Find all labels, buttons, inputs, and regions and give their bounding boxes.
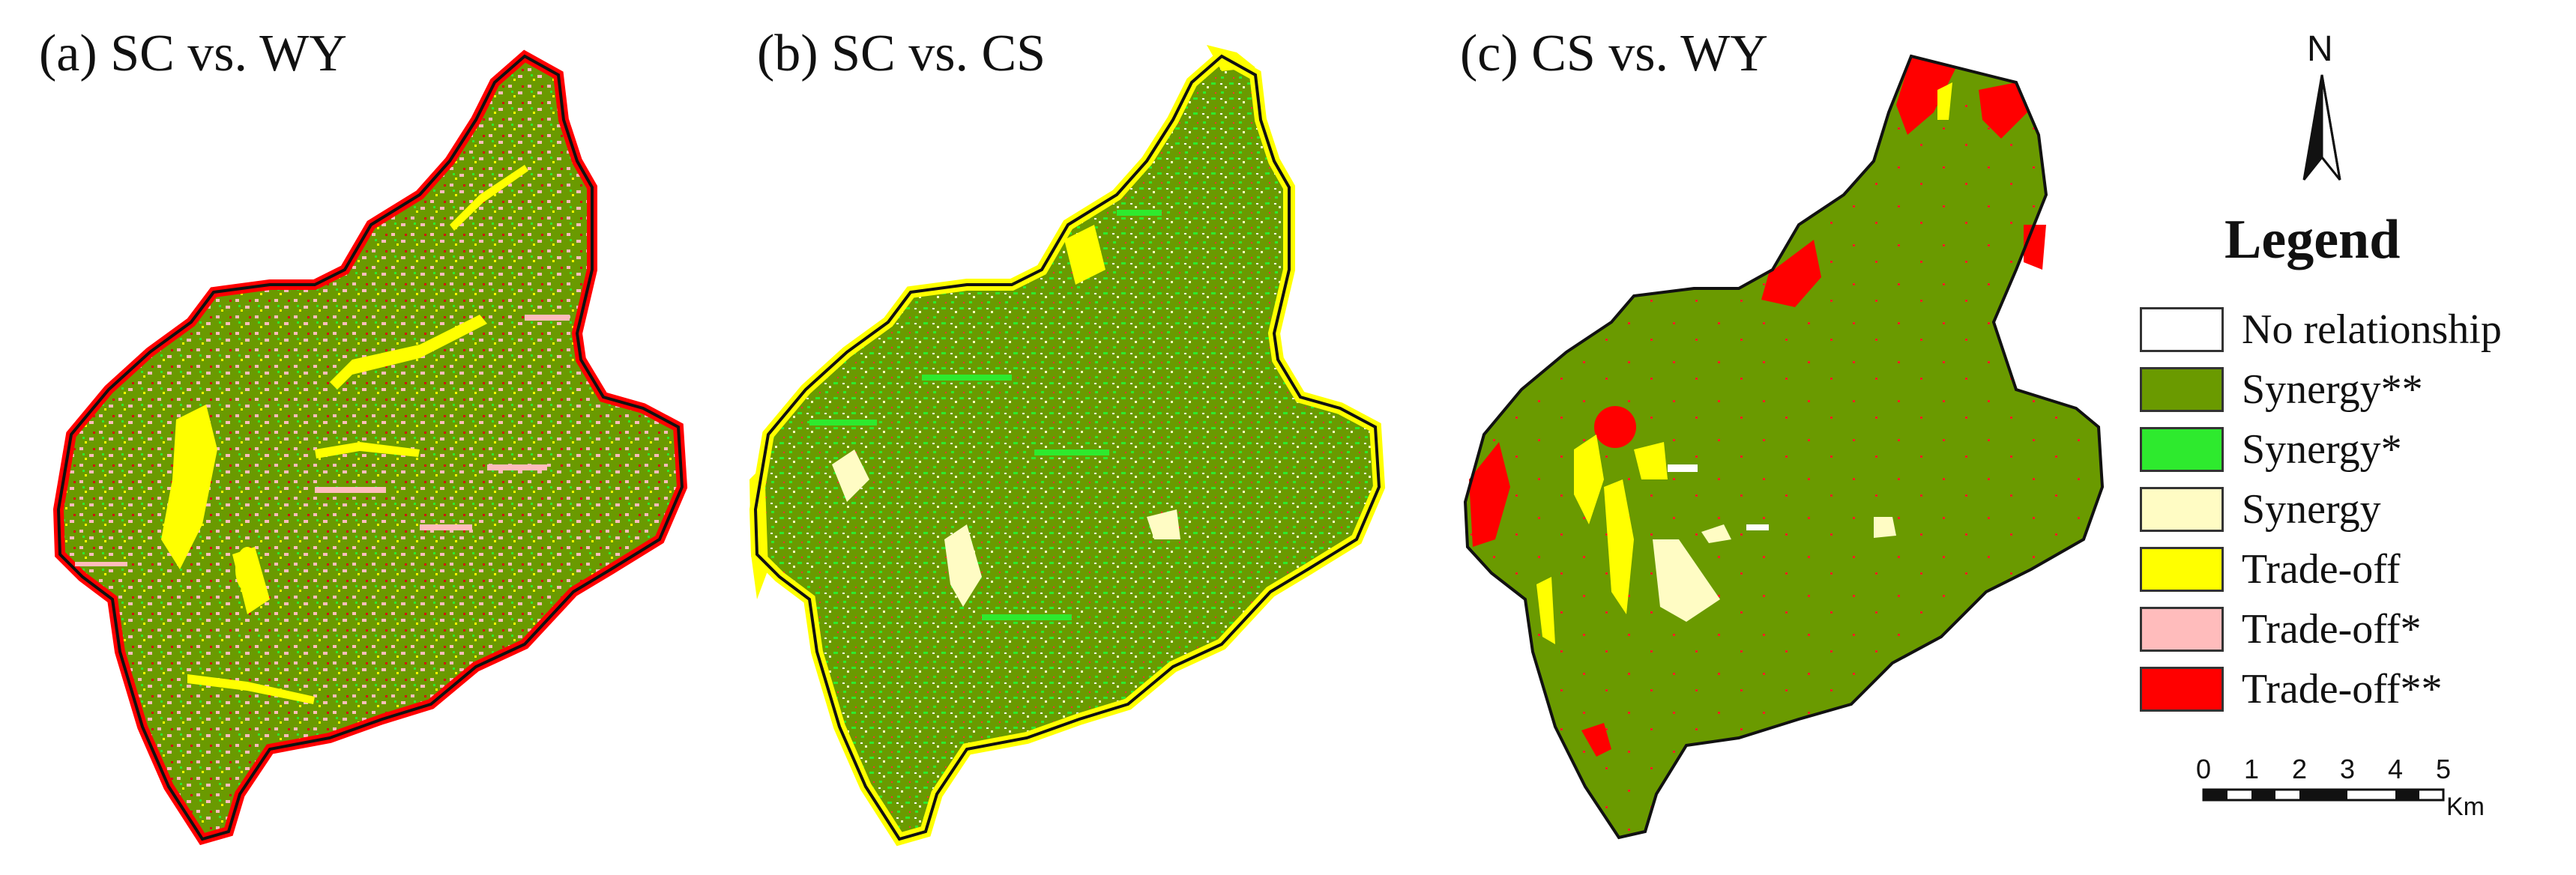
legend-label: Synergy: [2242, 486, 2381, 533]
legend-item-trade-off-2: Trade-off**: [2140, 662, 2443, 716]
legend-label: Trade-off**: [2242, 666, 2443, 712]
scale-unit: Km: [2446, 793, 2485, 821]
panel-a-title: (a) SC vs. WY: [39, 25, 347, 82]
panel-b-title: (b) SC vs. CS: [757, 25, 1046, 82]
scale-tick-0: 0: [2196, 754, 2212, 784]
legend-swatch: [2140, 307, 2224, 352]
map-panel-a: [52, 49, 688, 846]
legend-label: Trade-off*: [2242, 606, 2422, 653]
scale-tick-3: 3: [2340, 754, 2356, 784]
scale-tick-4: 4: [2388, 754, 2404, 784]
legend-item-no-relationship: No relationship: [2140, 303, 2502, 357]
map-panel-c: [1463, 54, 2105, 840]
scale-tick-5: 5: [2436, 754, 2452, 784]
scale-tick-2: 2: [2292, 754, 2308, 784]
legend-label: No relationship: [2242, 306, 2502, 353]
map-panel-b: [749, 45, 1386, 847]
legend-label: Trade-off: [2242, 546, 2401, 593]
legend-item-trade-off-1: Trade-off*: [2140, 602, 2422, 656]
scale-tick-1: 1: [2244, 754, 2260, 784]
legend-swatch: [2140, 667, 2224, 712]
scale-bar: [2202, 788, 2445, 802]
north-arrow-icon: [2302, 74, 2341, 181]
legend-swatch: [2140, 367, 2224, 412]
north-label: N: [2307, 29, 2333, 69]
legend-title: Legend: [2224, 209, 2401, 270]
legend-label: Synergy**: [2242, 366, 2423, 413]
legend-item-synergy: Synergy: [2140, 482, 2381, 536]
legend-swatch: [2140, 427, 2224, 472]
legend-item-trade-off: Trade-off: [2140, 542, 2401, 596]
legend-item-synergy-1: Synergy*: [2140, 423, 2402, 476]
legend-swatch: [2140, 607, 2224, 652]
legend-swatch: [2140, 547, 2224, 592]
legend-swatch: [2140, 487, 2224, 532]
legend-item-synergy-2: Synergy**: [2140, 363, 2423, 417]
legend-label: Synergy*: [2242, 426, 2402, 473]
panel-c-title: (c) CS vs. WY: [1460, 25, 1768, 82]
